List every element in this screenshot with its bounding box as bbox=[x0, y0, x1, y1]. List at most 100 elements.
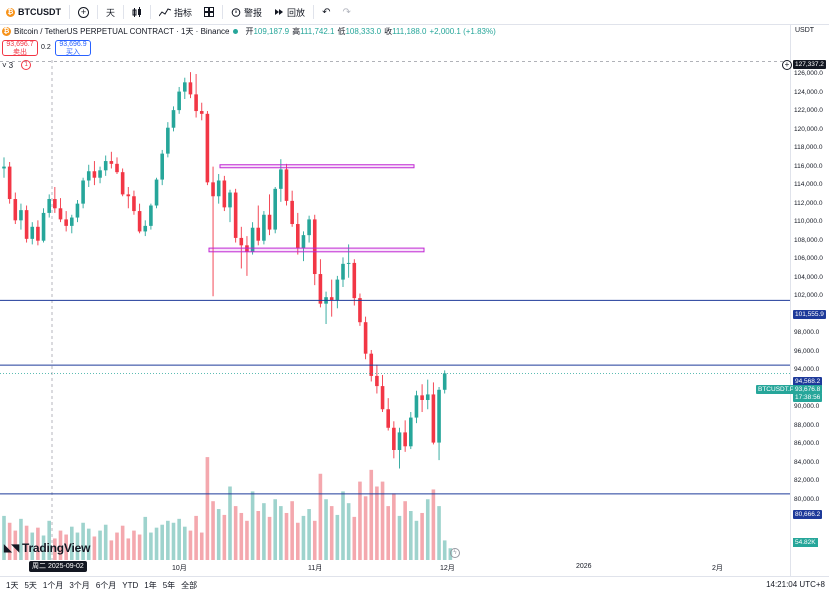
bitcoin-icon: ₿ bbox=[2, 27, 11, 36]
candle-body bbox=[335, 279, 340, 300]
supply-zone-box bbox=[219, 164, 415, 169]
candle-body bbox=[262, 214, 266, 241]
candle-body bbox=[149, 205, 153, 226]
candle-body bbox=[228, 192, 232, 208]
candle-body bbox=[126, 194, 131, 197]
price-scale[interactable] bbox=[790, 24, 829, 576]
indicators-button[interactable]: 指标 bbox=[153, 0, 198, 24]
price-chart[interactable] bbox=[0, 24, 790, 576]
currency-label[interactable]: USDT bbox=[795, 27, 815, 34]
timeframe-5y[interactable]: 5年 bbox=[162, 581, 176, 590]
alert-label: 警报 bbox=[244, 7, 263, 18]
candle-body bbox=[58, 208, 63, 220]
volume-bar bbox=[137, 534, 142, 560]
buy-label: 买入 bbox=[66, 49, 80, 56]
timeframe-5d[interactable]: 5天 bbox=[24, 581, 37, 590]
volume-bar bbox=[211, 501, 215, 560]
volume-bar bbox=[58, 530, 63, 560]
time-label-2026: 2026 bbox=[576, 563, 592, 570]
symbol-label: BTCUSDT bbox=[18, 7, 61, 17]
candle-body bbox=[30, 226, 35, 239]
timeframe-1y[interactable]: 1年 bbox=[144, 581, 157, 590]
volume-label: 54.82K bbox=[793, 538, 818, 547]
candle-body bbox=[318, 274, 323, 304]
timeframe-6m[interactable]: 6个月 bbox=[95, 581, 117, 590]
volume-bar bbox=[425, 499, 430, 560]
add-alert-icon[interactable]: + bbox=[782, 60, 792, 70]
volume-bar bbox=[273, 499, 277, 560]
volume-bar bbox=[375, 486, 379, 560]
toolbar-divider bbox=[69, 5, 70, 19]
price-tick-label: 106,000.0 bbox=[794, 255, 823, 263]
undo-button[interactable]: ↶ bbox=[316, 0, 336, 24]
volume-bar bbox=[188, 530, 193, 560]
volume-bar bbox=[358, 481, 362, 560]
volume-bar bbox=[64, 534, 68, 560]
timeframe-3m[interactable]: 3个月 bbox=[69, 581, 90, 590]
volume-bar bbox=[132, 530, 136, 560]
alert-button[interactable]: 警报 bbox=[225, 0, 268, 24]
open-label: 开 bbox=[245, 27, 254, 36]
volume-bar bbox=[154, 527, 159, 560]
candle-body bbox=[425, 394, 430, 400]
tradingview-mark-icon: ◣◥ bbox=[4, 542, 19, 554]
redo-button[interactable]: ↷ bbox=[336, 0, 356, 24]
candle-body bbox=[431, 394, 436, 443]
clock-readout[interactable]: 14:21:04 UTC+8 bbox=[766, 580, 825, 589]
volume-bar bbox=[290, 501, 294, 560]
volume-bar bbox=[92, 536, 97, 560]
timeframe-all[interactable]: 全部 bbox=[181, 581, 198, 590]
volume-bar bbox=[284, 512, 289, 560]
volume-bar bbox=[36, 527, 40, 560]
timeframe-1d[interactable]: 1天 bbox=[6, 581, 19, 590]
chart-type-button[interactable] bbox=[126, 0, 148, 24]
flash-icon[interactable]: ϟ bbox=[450, 548, 460, 558]
candle-body bbox=[103, 161, 108, 171]
candle-body bbox=[171, 110, 176, 128]
candle-body bbox=[143, 225, 148, 232]
candle-body bbox=[92, 171, 97, 178]
demand-zone-box bbox=[208, 247, 425, 253]
candle-body bbox=[290, 200, 294, 225]
volume-bar bbox=[386, 506, 390, 560]
chart-legend: ₿ Bitcoin / TetherUS PERPETUAL CONTRACT … bbox=[2, 26, 496, 37]
sell-button[interactable]: 93,696.7 卖出 bbox=[2, 40, 38, 56]
price-tick-label: 88,000.0 bbox=[794, 421, 820, 429]
candle-body bbox=[420, 395, 424, 400]
candle-body bbox=[442, 373, 447, 390]
volume-bar bbox=[183, 526, 187, 560]
indicators-row[interactable]: ˅ 3 1 bbox=[2, 60, 32, 70]
crosshair-date-label: 周二 2025-09-02 bbox=[29, 561, 87, 572]
layout-button[interactable] bbox=[198, 0, 220, 24]
interval-button[interactable]: 天 bbox=[100, 0, 121, 24]
legend-title[interactable]: Bitcoin / TetherUS PERPETUAL CONTRACT · … bbox=[14, 27, 230, 36]
volume-bar bbox=[24, 525, 29, 560]
candle-body bbox=[36, 226, 40, 241]
timeframe-ytd[interactable]: YTD bbox=[122, 581, 139, 590]
candle-body bbox=[47, 199, 51, 213]
volume-bar bbox=[335, 514, 340, 560]
toolbar-divider bbox=[222, 5, 224, 19]
symbol-search-button[interactable]: ₿ BTCUSDT bbox=[0, 0, 67, 24]
volume-bar bbox=[403, 501, 407, 560]
indicators-icon bbox=[159, 8, 172, 17]
sell-label: 卖出 bbox=[13, 49, 27, 56]
plus-circle-icon: + bbox=[78, 6, 89, 18]
volume-bar bbox=[279, 506, 283, 560]
replay-button[interactable]: 回放 bbox=[268, 0, 311, 24]
timeframe-1m[interactable]: 1个月 bbox=[42, 581, 64, 590]
volume-bar bbox=[160, 524, 164, 560]
candle-body bbox=[296, 224, 300, 249]
candle-body bbox=[183, 82, 187, 92]
buy-button[interactable]: 93,696.9 买入 bbox=[55, 40, 91, 56]
volume-bar bbox=[120, 525, 125, 560]
volume-bar bbox=[324, 499, 328, 560]
candles-icon bbox=[132, 6, 142, 17]
replay-label: 回放 bbox=[287, 7, 306, 18]
candle-body bbox=[53, 199, 57, 209]
compare-button[interactable]: + bbox=[72, 0, 95, 24]
volume-bar bbox=[414, 520, 419, 560]
bitcoin-icon: ₿ bbox=[6, 7, 15, 17]
candle-body bbox=[273, 188, 277, 230]
high-label: 高 bbox=[292, 27, 301, 36]
